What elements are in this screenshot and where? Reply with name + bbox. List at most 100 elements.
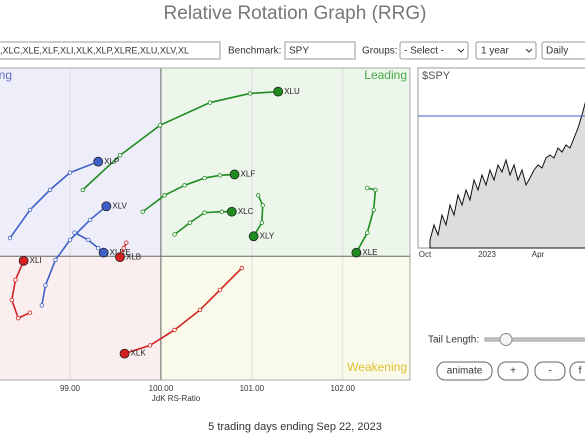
tail-point	[47, 187, 53, 193]
series-label: XLF	[241, 170, 256, 179]
benchmark-label: Benchmark:	[228, 46, 281, 57]
tail-point	[172, 327, 177, 333]
series-label: XLP	[104, 157, 119, 166]
slider-track	[484, 337, 585, 342]
tail-point	[162, 193, 167, 198]
interval-select[interactable]	[541, 41, 585, 60]
x-tick-label: 102.00	[330, 384, 355, 393]
tail-point	[53, 257, 58, 263]
benchmark-text: SPY	[289, 46, 309, 57]
x-axis-label: JdK RS-Ratio	[152, 394, 201, 403]
tail-point	[197, 307, 203, 313]
tail-head	[101, 201, 112, 212]
tail-point	[172, 232, 177, 237]
series-label: XLB	[126, 252, 141, 261]
tail-point	[217, 287, 223, 293]
tail-point	[371, 207, 376, 213]
series-label: XLE	[362, 248, 377, 257]
plot-area: Improving Leading Weakening 99.00 100.00 101.…	[0, 67, 411, 393]
tail-line	[142, 173, 235, 213]
mini-symbol: $SPY	[422, 70, 451, 82]
tail-point	[27, 310, 33, 315]
period-text: 1 year	[481, 46, 509, 57]
tail-point	[43, 283, 48, 288]
tail-line	[82, 90, 279, 191]
tail-length-label: Tail Length:	[428, 335, 479, 346]
tail-point	[219, 209, 225, 214]
tail-head	[98, 247, 109, 258]
animate-button[interactable]	[436, 361, 493, 381]
tail-point	[121, 245, 126, 251]
button-text: animate	[447, 366, 483, 377]
tail-head	[93, 156, 104, 167]
symbols-text: ,XLC,XLE,XLF,XLI,XLK,XLP,XLRE,XLU,XLV,XL	[0, 45, 189, 55]
series-label: XLU	[284, 87, 300, 96]
tail-head	[18, 255, 29, 266]
minus-button[interactable]	[534, 361, 566, 381]
quadrant-improving	[0, 68, 161, 257]
tail-point	[147, 343, 153, 348]
quadrant-leading	[160, 68, 410, 257]
quadrant-lagging	[0, 256, 161, 380]
tail-head	[248, 231, 259, 242]
series-label: XLV	[112, 201, 127, 210]
groups-label: Groups:	[362, 46, 398, 57]
tail-head	[229, 169, 240, 180]
tail-line	[252, 195, 264, 237]
tail-point	[157, 123, 163, 128]
tail-point	[67, 237, 73, 243]
tail-point	[13, 277, 18, 283]
tail-point	[239, 265, 245, 271]
tail-point	[247, 91, 253, 96]
plus-button[interactable]	[497, 361, 529, 381]
button-text: f	[579, 366, 582, 377]
quadrant-weakening	[160, 256, 410, 380]
tail-head	[351, 247, 362, 258]
tail-head	[115, 252, 125, 263]
quadrant-label: Leading	[364, 68, 407, 82]
chart-title: Relative Rotation Graph (RRG)	[164, 3, 427, 24]
mini-x-label: Apr	[532, 250, 545, 259]
tail-point	[72, 230, 77, 235]
slider-knob[interactable]	[499, 333, 513, 346]
tail-point	[182, 183, 187, 188]
forward-button[interactable]	[569, 361, 585, 381]
tail-point	[187, 220, 193, 225]
tail-head	[273, 86, 284, 97]
x-tick-label: 101.00	[240, 384, 265, 393]
tail-point	[140, 209, 145, 214]
symbols-input[interactable]	[0, 41, 221, 60]
button-text: -	[548, 366, 551, 377]
tail-point	[260, 203, 265, 208]
interval-text: Daily	[546, 46, 568, 57]
series-label: XLI	[30, 256, 42, 265]
benchmark-input[interactable]	[284, 41, 356, 60]
tail-point	[87, 217, 93, 223]
tail-line	[41, 205, 107, 306]
mini-price-line	[429, 101, 585, 249]
tail-point	[7, 235, 13, 241]
tail-point	[124, 240, 129, 245]
tail-point	[80, 187, 85, 193]
tail-point	[207, 100, 213, 105]
tail-point	[365, 230, 370, 235]
chart-subtitle: 5 trading days ending Sep 22, 2023	[208, 421, 382, 433]
plot-frame	[0, 67, 411, 381]
tail-point	[39, 303, 45, 308]
tail-point	[202, 210, 207, 215]
series-label: XLY	[260, 231, 275, 240]
quadrant-label: Improving	[0, 68, 12, 82]
tail-point	[202, 175, 207, 181]
tail-line	[124, 267, 243, 355]
tail-point	[95, 245, 101, 251]
tail-head	[119, 348, 130, 359]
tail-point	[27, 207, 33, 213]
x-tick-label: 99.00	[60, 384, 81, 393]
tail-point	[255, 193, 261, 198]
groups-select[interactable]	[399, 41, 469, 60]
series-label: XLC	[238, 207, 254, 216]
period-select[interactable]	[475, 41, 537, 60]
button-text: +	[510, 366, 516, 377]
tail-point	[85, 237, 91, 243]
